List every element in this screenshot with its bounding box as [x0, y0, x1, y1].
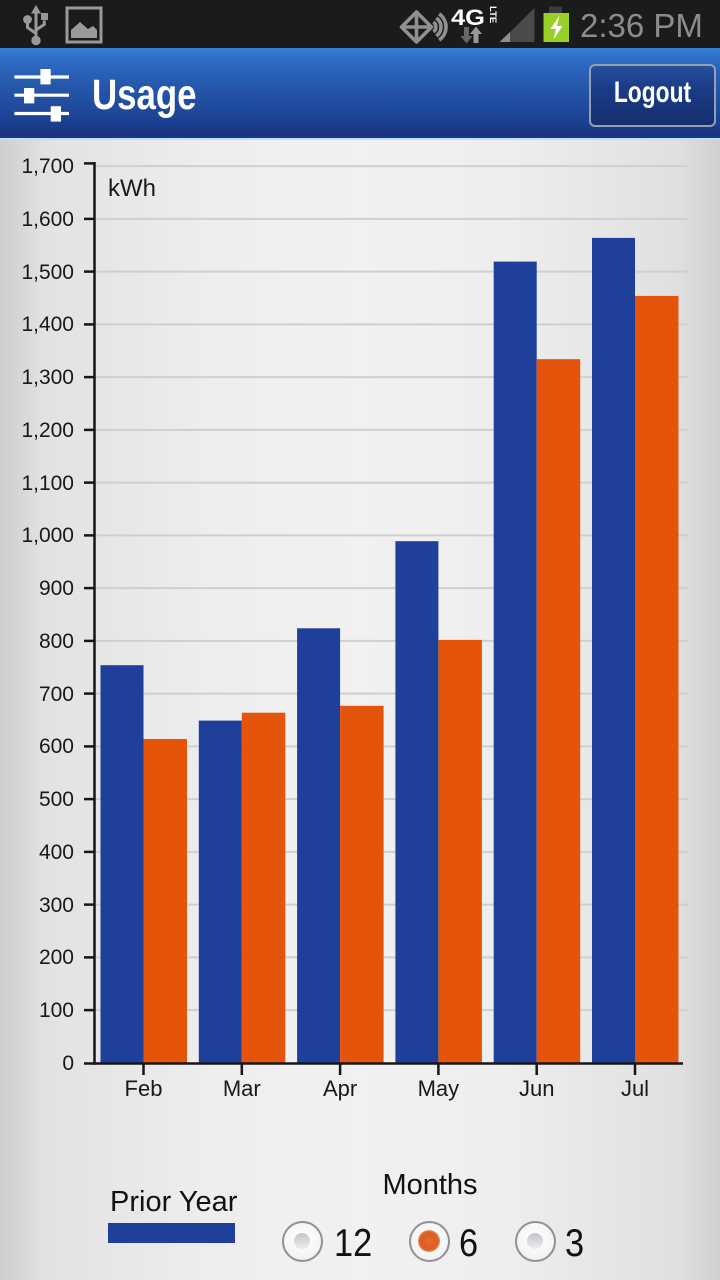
- svg-text:900: 900: [39, 577, 74, 600]
- svg-text:Jun: Jun: [519, 1076, 554, 1101]
- svg-text:kWh: kWh: [108, 175, 156, 202]
- svg-text:Jul: Jul: [621, 1076, 649, 1101]
- svg-text:1,600: 1,600: [21, 208, 74, 231]
- svg-text:100: 100: [39, 999, 74, 1022]
- svg-text:Apr: Apr: [323, 1076, 357, 1101]
- svg-text:May: May: [418, 1076, 460, 1101]
- svg-text:600: 600: [39, 735, 74, 758]
- svg-text:800: 800: [39, 630, 74, 653]
- svg-text:1,300: 1,300: [21, 366, 74, 389]
- svg-text:1,500: 1,500: [21, 261, 74, 284]
- svg-text:0: 0: [62, 1052, 74, 1075]
- svg-text:400: 400: [39, 841, 74, 864]
- svg-text:LTE: LTE: [487, 6, 498, 23]
- svg-text:1,000: 1,000: [21, 524, 74, 547]
- svg-text:Mar: Mar: [223, 1076, 261, 1101]
- svg-text:300: 300: [39, 894, 74, 917]
- svg-text:1,100: 1,100: [21, 472, 74, 495]
- svg-text:200: 200: [39, 946, 74, 969]
- svg-text:500: 500: [39, 788, 74, 811]
- svg-text:1,700: 1,700: [21, 155, 74, 178]
- svg-text:1,400: 1,400: [21, 313, 74, 336]
- svg-text:1,200: 1,200: [21, 419, 74, 442]
- svg-text:700: 700: [39, 683, 74, 706]
- svg-text:Feb: Feb: [125, 1076, 163, 1101]
- svg-text:4G: 4G: [451, 5, 485, 30]
